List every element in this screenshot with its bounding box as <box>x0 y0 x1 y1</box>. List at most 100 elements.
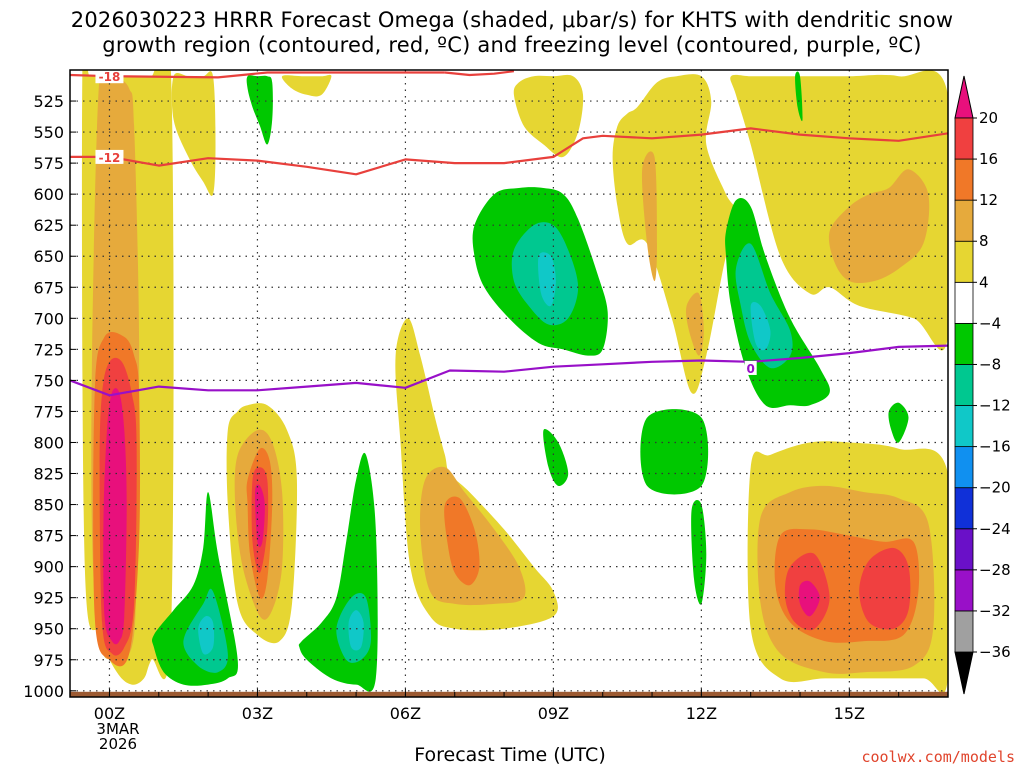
y-tick-label-750: 750 <box>33 371 64 390</box>
colorbar-label--32: −32 <box>979 602 1011 620</box>
omega-region-18 <box>685 292 704 356</box>
chart-title-line-2: growth region (contoured, red, ºC) and f… <box>102 33 922 57</box>
contour-label-bg-0 <box>95 70 124 84</box>
colorbar-bin-4-to-8 <box>954 240 974 283</box>
omega-region-25 <box>859 547 911 630</box>
omega-region-30 <box>198 616 215 655</box>
omega-region-20 <box>828 169 930 284</box>
y-tick-label-900: 900 <box>33 558 64 577</box>
credit-link[interactable]: coolwx.com/models <box>861 748 1015 766</box>
omega-region-16 <box>612 74 741 394</box>
x-tick-label-06Z: 06Z <box>390 704 421 723</box>
y-tick-label-1000: 1000 <box>23 682 64 701</box>
omega-region-31 <box>298 452 378 692</box>
y-tick-label-700: 700 <box>33 309 64 328</box>
y-tick-label-850: 850 <box>33 496 64 515</box>
colorbar-bin--16-to--12 <box>954 405 974 448</box>
y-tick-label-575: 575 <box>33 154 64 173</box>
y-tick-label-950: 950 <box>33 620 64 639</box>
plot-frame <box>69 69 949 698</box>
omega-region-17 <box>641 151 657 282</box>
colorbar-bin--8-to--4 <box>954 322 974 365</box>
y-tick-label-925: 925 <box>33 589 64 608</box>
contour-label-2: -12 <box>99 151 121 165</box>
omega-region-36 <box>538 252 556 307</box>
y-tick-label-875: 875 <box>33 527 64 546</box>
colorbar-label--20: −20 <box>979 479 1011 497</box>
omega-region-39 <box>750 301 771 351</box>
colorbar-bottom-extension <box>954 651 974 695</box>
temperature-contours: -18 -12 0 <box>70 70 948 397</box>
colorbar-bin--4-to-4 <box>954 281 974 324</box>
colorbar-label--8: −8 <box>979 355 1001 373</box>
colorbar: −36 −32 −28 −24 −20 −16 −12 −8 −4 4 8 12 16 20 <box>954 75 1011 695</box>
omega-region-40 <box>543 429 569 487</box>
x-tick-label-09Z: 09Z <box>538 704 569 723</box>
omega-region-42 <box>691 500 707 605</box>
y-tick-label-800: 800 <box>33 433 64 452</box>
colorbar-label--24: −24 <box>979 520 1011 538</box>
colorbar-label--28: −28 <box>979 561 1011 579</box>
omega-region-43 <box>888 402 909 443</box>
colorbar-label-20: 20 <box>979 109 998 127</box>
x-tick-label-15Z: 15Z <box>834 704 865 723</box>
colorbar-top-extension <box>954 75 974 119</box>
start-date-label: 3MAR 2026 <box>88 722 148 752</box>
y-tick-label-525: 525 <box>33 92 64 111</box>
colorbar-bin-8-to-12 <box>954 199 974 242</box>
omega-region-15 <box>281 74 332 97</box>
contour-label-3: 0 <box>747 362 755 376</box>
omega-region-44 <box>795 71 803 122</box>
y-tick-label-600: 600 <box>33 185 64 204</box>
y-tick-label-675: 675 <box>33 278 64 297</box>
contour-label-bg-2 <box>95 149 124 164</box>
omega-region-33 <box>348 610 364 651</box>
contour-label-0: -18 <box>99 70 121 84</box>
date-line-2: 2026 <box>98 735 138 753</box>
colorbar-bin--12-to--8 <box>954 364 974 406</box>
gridlines <box>70 70 948 697</box>
contour-label-bg-3 <box>744 360 757 375</box>
colorbar-bin-12-to-16 <box>954 158 974 201</box>
omega-region-1 <box>171 71 216 196</box>
x-tick-label-03Z: 03Z <box>242 704 273 723</box>
chart-title-line-1: 2026030223 HRRR Forecast Omega (shaded, … <box>70 8 954 32</box>
y-tick-label-825: 825 <box>33 465 64 484</box>
colorbar-label--16: −16 <box>979 438 1011 456</box>
x-tick-label-12Z: 12Z <box>686 704 717 723</box>
colorbar-bin--36-to--32 <box>954 610 974 653</box>
colorbar-label-8: 8 <box>979 232 989 250</box>
colorbar-bin--24-to--20 <box>954 487 974 530</box>
chart-title: 2026030223 HRRR Forecast Omega (shaded, … <box>0 8 1024 58</box>
omega-region-14 <box>513 74 584 158</box>
colorbar-label-16: 16 <box>979 150 998 168</box>
colorbar-label--12: −12 <box>979 397 1011 415</box>
y-tick-label-550: 550 <box>33 123 64 142</box>
x-axis-title: Forecast Time (UTC) <box>414 744 606 766</box>
y-tick-label-975: 975 <box>33 651 64 670</box>
colorbar-bin--20-to--16 <box>954 446 974 489</box>
colorbar-bin--28-to--24 <box>954 528 974 571</box>
omega-region-41 <box>640 409 709 495</box>
contour-line-3 <box>70 344 948 397</box>
y-tick-label-775: 775 <box>33 402 64 421</box>
colorbar-label--36: −36 <box>979 643 1011 661</box>
y-tick-label-725: 725 <box>33 340 64 359</box>
y-tick-label-650: 650 <box>33 247 64 266</box>
omega-region-5 <box>103 388 127 645</box>
omega-shading <box>70 70 948 697</box>
ground-strip <box>70 691 948 697</box>
y-tick-label-625: 625 <box>33 216 64 235</box>
axes: 525 550 575 600 625 650 675 700 725 750 775 800 825 8… <box>23 69 949 723</box>
date-line-1: 3MAR <box>96 720 140 738</box>
omega-region-13 <box>444 496 480 586</box>
contour-line-2 <box>70 127 948 176</box>
x-tick-label-00Z: 00Z <box>94 704 125 723</box>
contour-line-1 <box>444 70 515 77</box>
colorbar-bin-16-to-20 <box>954 117 974 160</box>
colorbar-label--4: −4 <box>979 314 1001 332</box>
colorbar-label-4: 4 <box>979 273 989 291</box>
omega-region-26 <box>798 580 820 617</box>
omega-region-38 <box>735 243 793 369</box>
